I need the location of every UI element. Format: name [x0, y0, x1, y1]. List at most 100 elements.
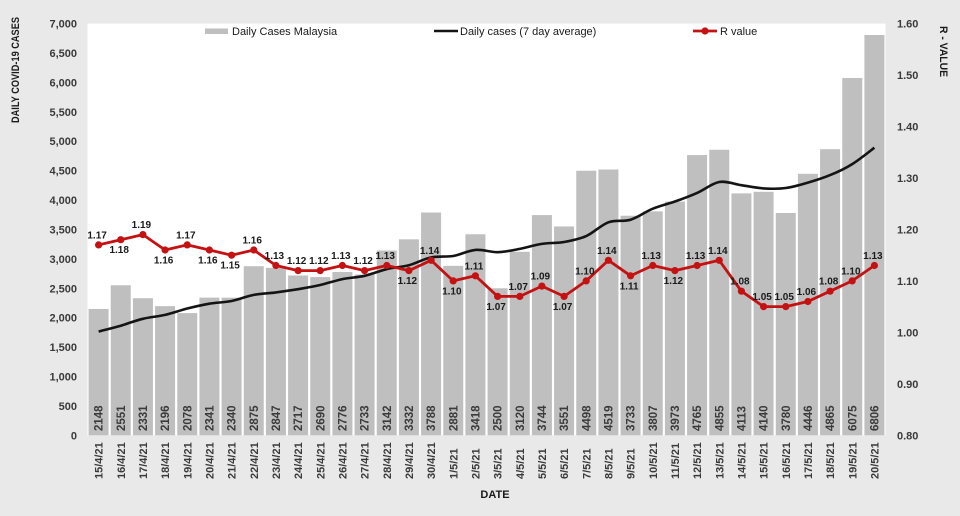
- svg-text:3551: 3551: [559, 405, 571, 431]
- svg-text:1.40: 1.40: [897, 122, 918, 134]
- svg-text:2331: 2331: [138, 405, 150, 431]
- svg-text:3,000: 3,000: [49, 254, 77, 266]
- svg-text:4865: 4865: [825, 405, 837, 431]
- svg-text:4498: 4498: [581, 405, 593, 431]
- svg-text:1.13: 1.13: [375, 251, 395, 262]
- svg-text:15/4/21: 15/4/21: [94, 442, 106, 479]
- svg-text:5/5/21: 5/5/21: [537, 448, 549, 479]
- svg-text:4140: 4140: [759, 405, 771, 431]
- svg-text:2,500: 2,500: [49, 283, 77, 295]
- svg-text:25/4/21: 25/4/21: [315, 442, 327, 479]
- svg-text:19/4/21: 19/4/21: [182, 442, 194, 479]
- svg-text:6/5/21: 6/5/21: [559, 448, 571, 479]
- svg-text:7,000: 7,000: [49, 19, 77, 31]
- svg-text:2078: 2078: [182, 405, 194, 431]
- svg-text:13/5/21: 13/5/21: [714, 442, 726, 479]
- svg-text:R value: R value: [720, 26, 757, 38]
- svg-text:1.17: 1.17: [87, 230, 107, 241]
- svg-text:2733: 2733: [360, 405, 372, 431]
- svg-text:DATE: DATE: [480, 489, 509, 501]
- svg-text:2875: 2875: [249, 405, 261, 431]
- svg-text:2,000: 2,000: [49, 313, 77, 325]
- svg-text:R - VALUE: R - VALUE: [937, 26, 949, 77]
- svg-text:20/4/21: 20/4/21: [204, 442, 216, 479]
- svg-text:22/4/21: 22/4/21: [249, 442, 261, 479]
- svg-text:26/4/21: 26/4/21: [337, 442, 349, 479]
- svg-text:3/5/21: 3/5/21: [493, 448, 505, 479]
- svg-text:2717: 2717: [293, 405, 305, 431]
- svg-text:1.08: 1.08: [730, 277, 750, 288]
- svg-text:2500: 2500: [493, 405, 505, 431]
- svg-text:1.12: 1.12: [287, 256, 307, 267]
- svg-text:DAILY COVID-19 CASES: DAILY COVID-19 CASES: [10, 17, 22, 123]
- svg-text:2340: 2340: [227, 405, 239, 431]
- svg-text:1.11: 1.11: [464, 261, 483, 272]
- svg-text:1.50: 1.50: [897, 70, 918, 82]
- svg-text:1.14: 1.14: [708, 246, 728, 257]
- svg-text:Daily Cases Malaysia: Daily Cases Malaysia: [232, 26, 338, 38]
- svg-text:5,000: 5,000: [49, 136, 77, 148]
- svg-text:1.10: 1.10: [442, 286, 462, 297]
- svg-text:3744: 3744: [537, 405, 549, 431]
- svg-text:29/4/21: 29/4/21: [404, 442, 416, 479]
- svg-text:1.16: 1.16: [154, 256, 174, 267]
- svg-text:4113: 4113: [736, 406, 748, 431]
- svg-text:1.07: 1.07: [553, 302, 573, 313]
- svg-text:1.13: 1.13: [686, 251, 706, 262]
- svg-text:3,500: 3,500: [49, 225, 77, 237]
- svg-text:1.16: 1.16: [242, 236, 262, 247]
- svg-text:1.10: 1.10: [897, 276, 918, 288]
- svg-text:1.20: 1.20: [897, 224, 918, 236]
- svg-text:18/4/21: 18/4/21: [160, 442, 172, 479]
- svg-text:6075: 6075: [847, 405, 859, 431]
- svg-text:15/5/21: 15/5/21: [759, 442, 771, 479]
- svg-text:0.80: 0.80: [897, 430, 918, 442]
- svg-text:12/5/21: 12/5/21: [692, 442, 704, 479]
- svg-text:1,500: 1,500: [49, 342, 77, 354]
- svg-text:17/5/21: 17/5/21: [803, 442, 815, 479]
- svg-text:1.11: 1.11: [620, 281, 639, 292]
- svg-text:3120: 3120: [515, 405, 527, 431]
- svg-text:6806: 6806: [869, 405, 881, 431]
- svg-text:4/5/21: 4/5/21: [515, 448, 527, 479]
- svg-text:1.13: 1.13: [331, 251, 351, 262]
- svg-text:20/5/21: 20/5/21: [869, 442, 881, 479]
- svg-text:1.18: 1.18: [109, 245, 129, 256]
- svg-text:2/5/21: 2/5/21: [470, 448, 482, 479]
- svg-text:1.12: 1.12: [353, 256, 373, 267]
- svg-text:6,500: 6,500: [49, 48, 77, 60]
- svg-text:1.13: 1.13: [265, 251, 285, 262]
- svg-text:1.05: 1.05: [774, 292, 794, 303]
- svg-text:28/4/21: 28/4/21: [382, 442, 394, 479]
- svg-text:4765: 4765: [692, 405, 704, 431]
- svg-text:1.07: 1.07: [508, 282, 528, 293]
- svg-text:0.90: 0.90: [897, 379, 918, 391]
- svg-text:4,000: 4,000: [49, 195, 77, 207]
- svg-text:17/4/21: 17/4/21: [138, 442, 150, 479]
- svg-text:1.00: 1.00: [897, 327, 918, 339]
- svg-text:4855: 4855: [714, 405, 726, 431]
- svg-text:1.16: 1.16: [198, 256, 218, 267]
- svg-text:1.06: 1.06: [797, 287, 817, 298]
- svg-text:3332: 3332: [404, 405, 416, 431]
- svg-text:1.13: 1.13: [863, 251, 883, 262]
- svg-text:1,000: 1,000: [49, 372, 77, 384]
- svg-text:2341: 2341: [204, 405, 216, 431]
- svg-text:4446: 4446: [803, 405, 815, 431]
- svg-text:1/5/21: 1/5/21: [448, 448, 460, 479]
- svg-text:30/4/21: 30/4/21: [426, 442, 438, 479]
- svg-text:1.14: 1.14: [597, 246, 617, 257]
- svg-text:1.05: 1.05: [752, 292, 772, 303]
- svg-text:0: 0: [71, 430, 77, 442]
- svg-text:9/5/21: 9/5/21: [626, 448, 638, 479]
- svg-text:1.19: 1.19: [132, 220, 152, 231]
- svg-text:4519: 4519: [603, 405, 615, 431]
- svg-text:1.60: 1.60: [897, 19, 918, 31]
- svg-text:2148: 2148: [94, 405, 106, 431]
- svg-text:3807: 3807: [648, 405, 660, 431]
- svg-text:3418: 3418: [470, 405, 482, 431]
- svg-text:1.09: 1.09: [531, 272, 551, 283]
- svg-text:3142: 3142: [382, 405, 394, 431]
- svg-text:1.13: 1.13: [641, 251, 661, 262]
- svg-text:19/5/21: 19/5/21: [847, 442, 859, 479]
